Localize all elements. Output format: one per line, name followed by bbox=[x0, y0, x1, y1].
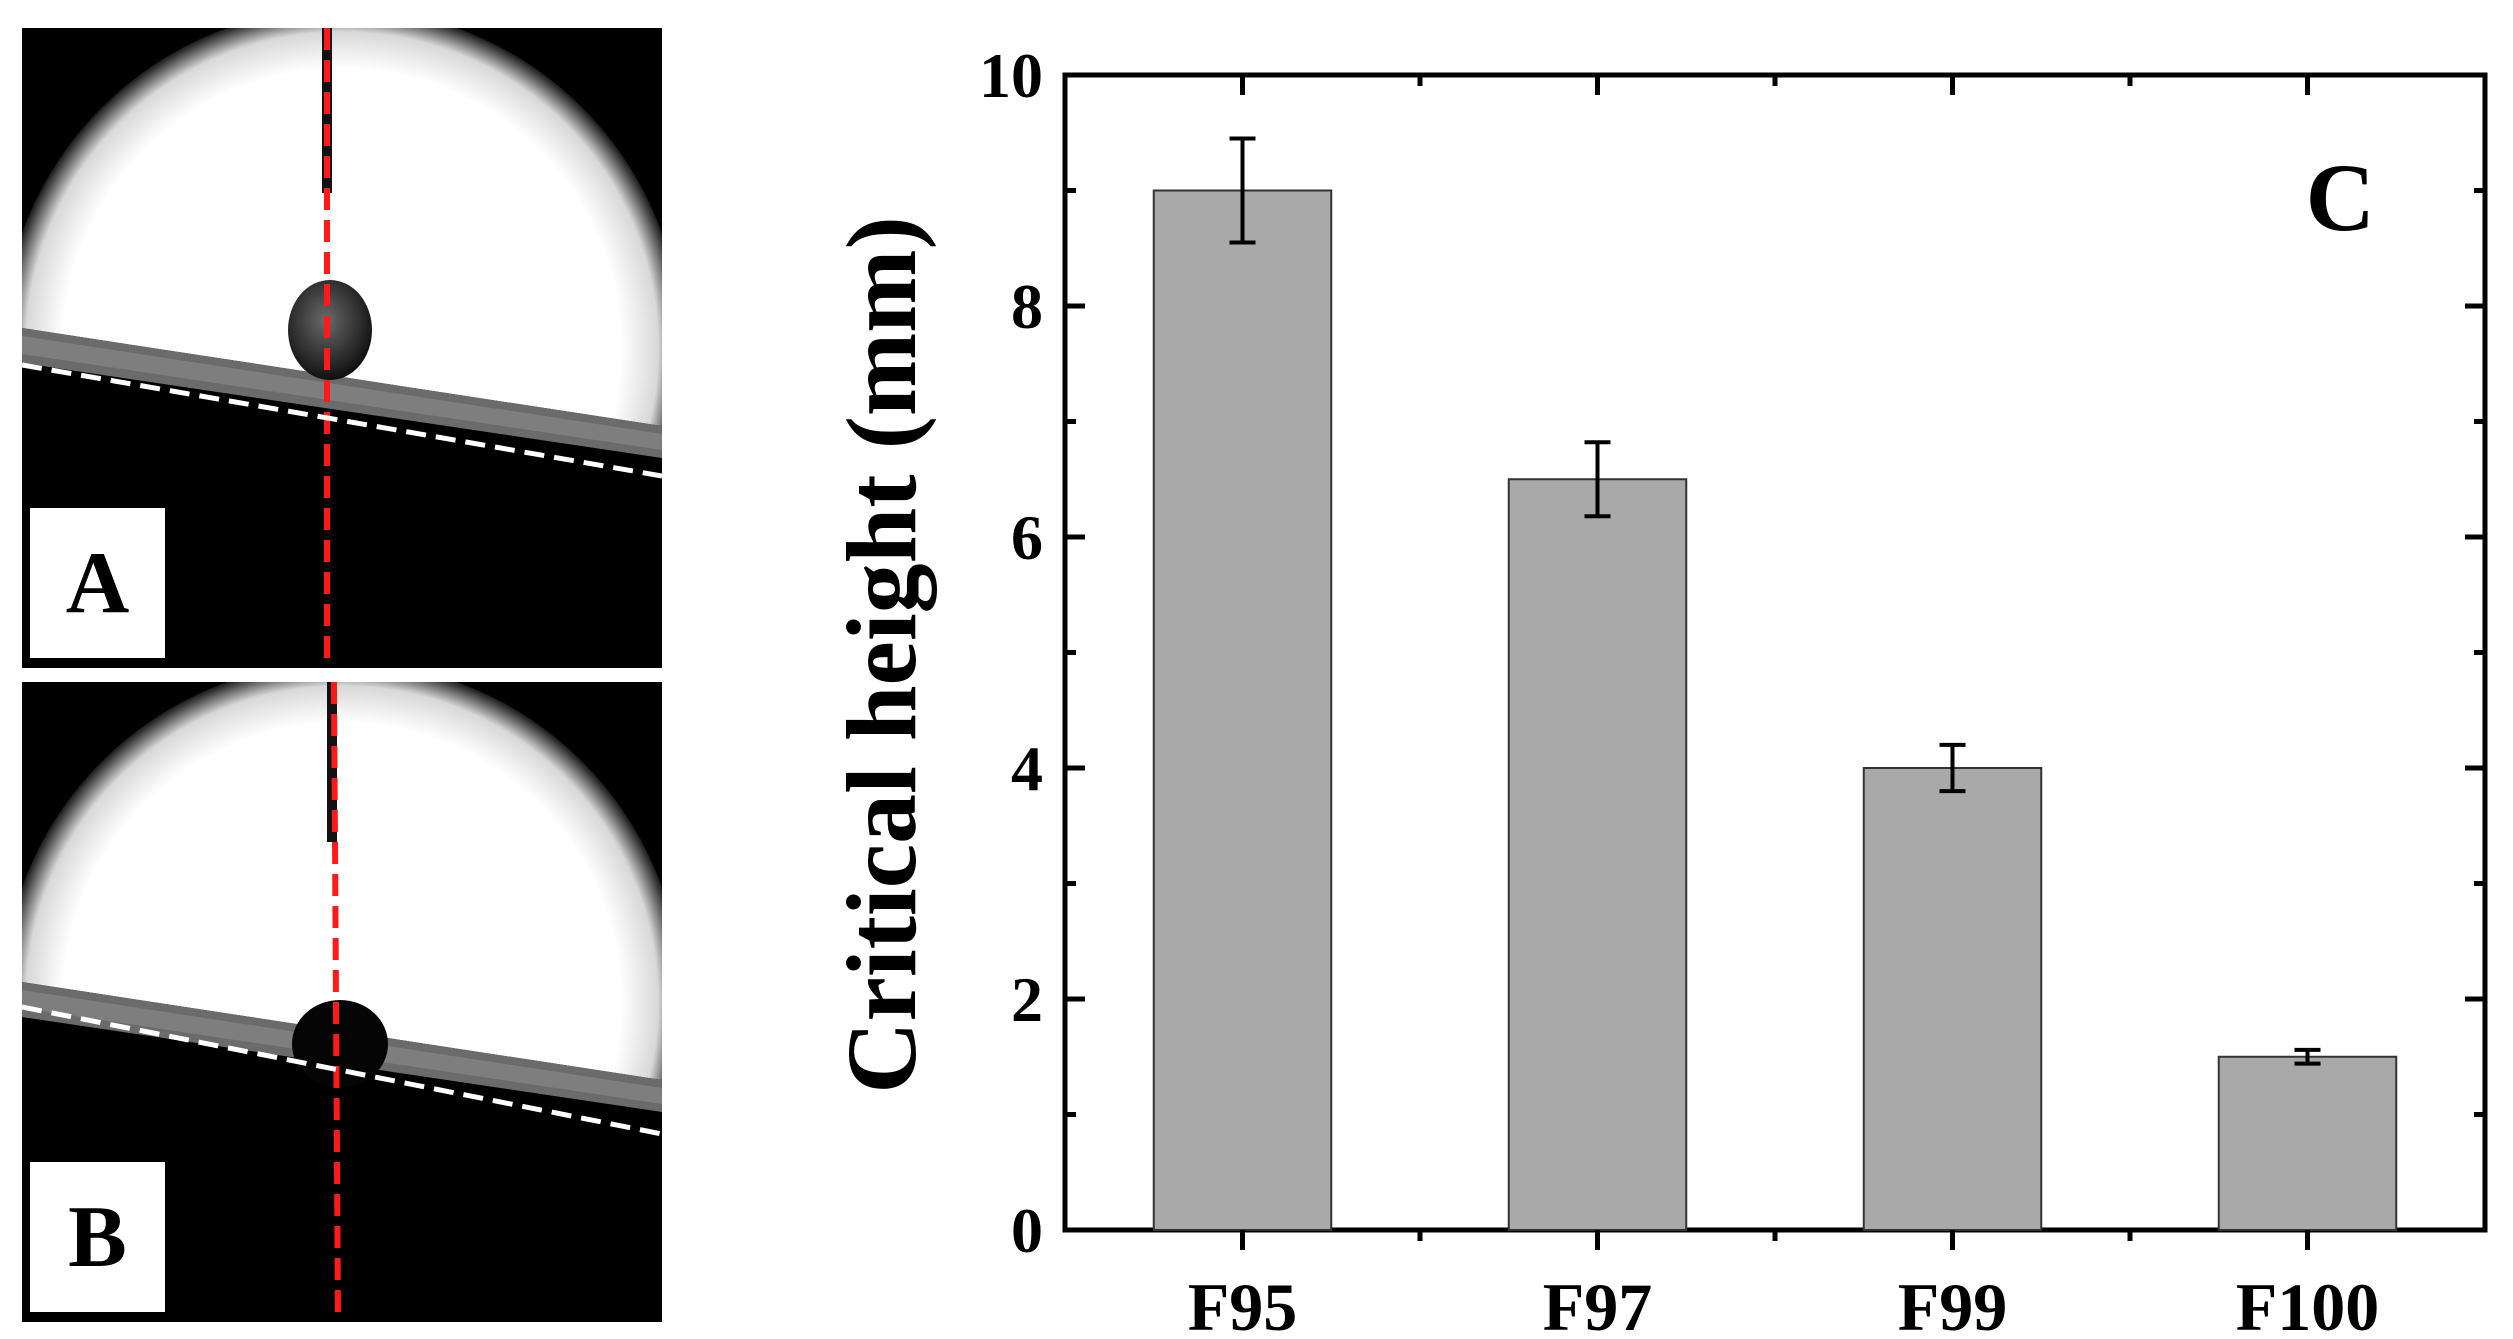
ticks-layer: 0 2 4 6 8 10 F95 F97 F99 F100 bbox=[979, 40, 2485, 1339]
x-tick-label: F95 bbox=[1188, 1269, 1298, 1339]
droplet-photo-b: B bbox=[22, 682, 662, 1322]
y-tick-label: 0 bbox=[1011, 1195, 1043, 1266]
y-tick-label: 10 bbox=[979, 40, 1043, 111]
x-tick-label: F97 bbox=[1543, 1269, 1653, 1339]
panel-label-b: B bbox=[30, 1162, 165, 1312]
droplet-photo-a: A bbox=[22, 28, 662, 668]
bar-f95 bbox=[1152, 189, 1333, 1231]
bar-f97 bbox=[1507, 478, 1688, 1231]
x-tick-label: F99 bbox=[1898, 1269, 2008, 1339]
droplet-photo-a-image bbox=[22, 28, 662, 668]
droplet-photo-b-image bbox=[22, 682, 662, 1322]
y-tick-label: 6 bbox=[1011, 502, 1043, 573]
bar-f100 bbox=[2217, 1055, 2398, 1231]
panel-label-c: C bbox=[2306, 144, 2375, 251]
y-tick-label: 2 bbox=[1011, 964, 1043, 1035]
y-axis-label: Critical height (mm) bbox=[826, 216, 937, 1094]
bar-chart: 0 2 4 6 8 10 F95 F97 F99 F100 Critical height (mm… bbox=[826, 40, 2488, 1339]
bar-f99 bbox=[1862, 767, 2043, 1231]
error-bars-layer bbox=[1229, 136, 2321, 1066]
x-tick-label: F100 bbox=[2236, 1269, 2380, 1339]
y-tick-label: 4 bbox=[1011, 733, 1043, 804]
y-tick-label: 8 bbox=[1011, 271, 1043, 342]
bars-layer bbox=[1152, 189, 2398, 1231]
panel-label-a: A bbox=[30, 508, 165, 658]
